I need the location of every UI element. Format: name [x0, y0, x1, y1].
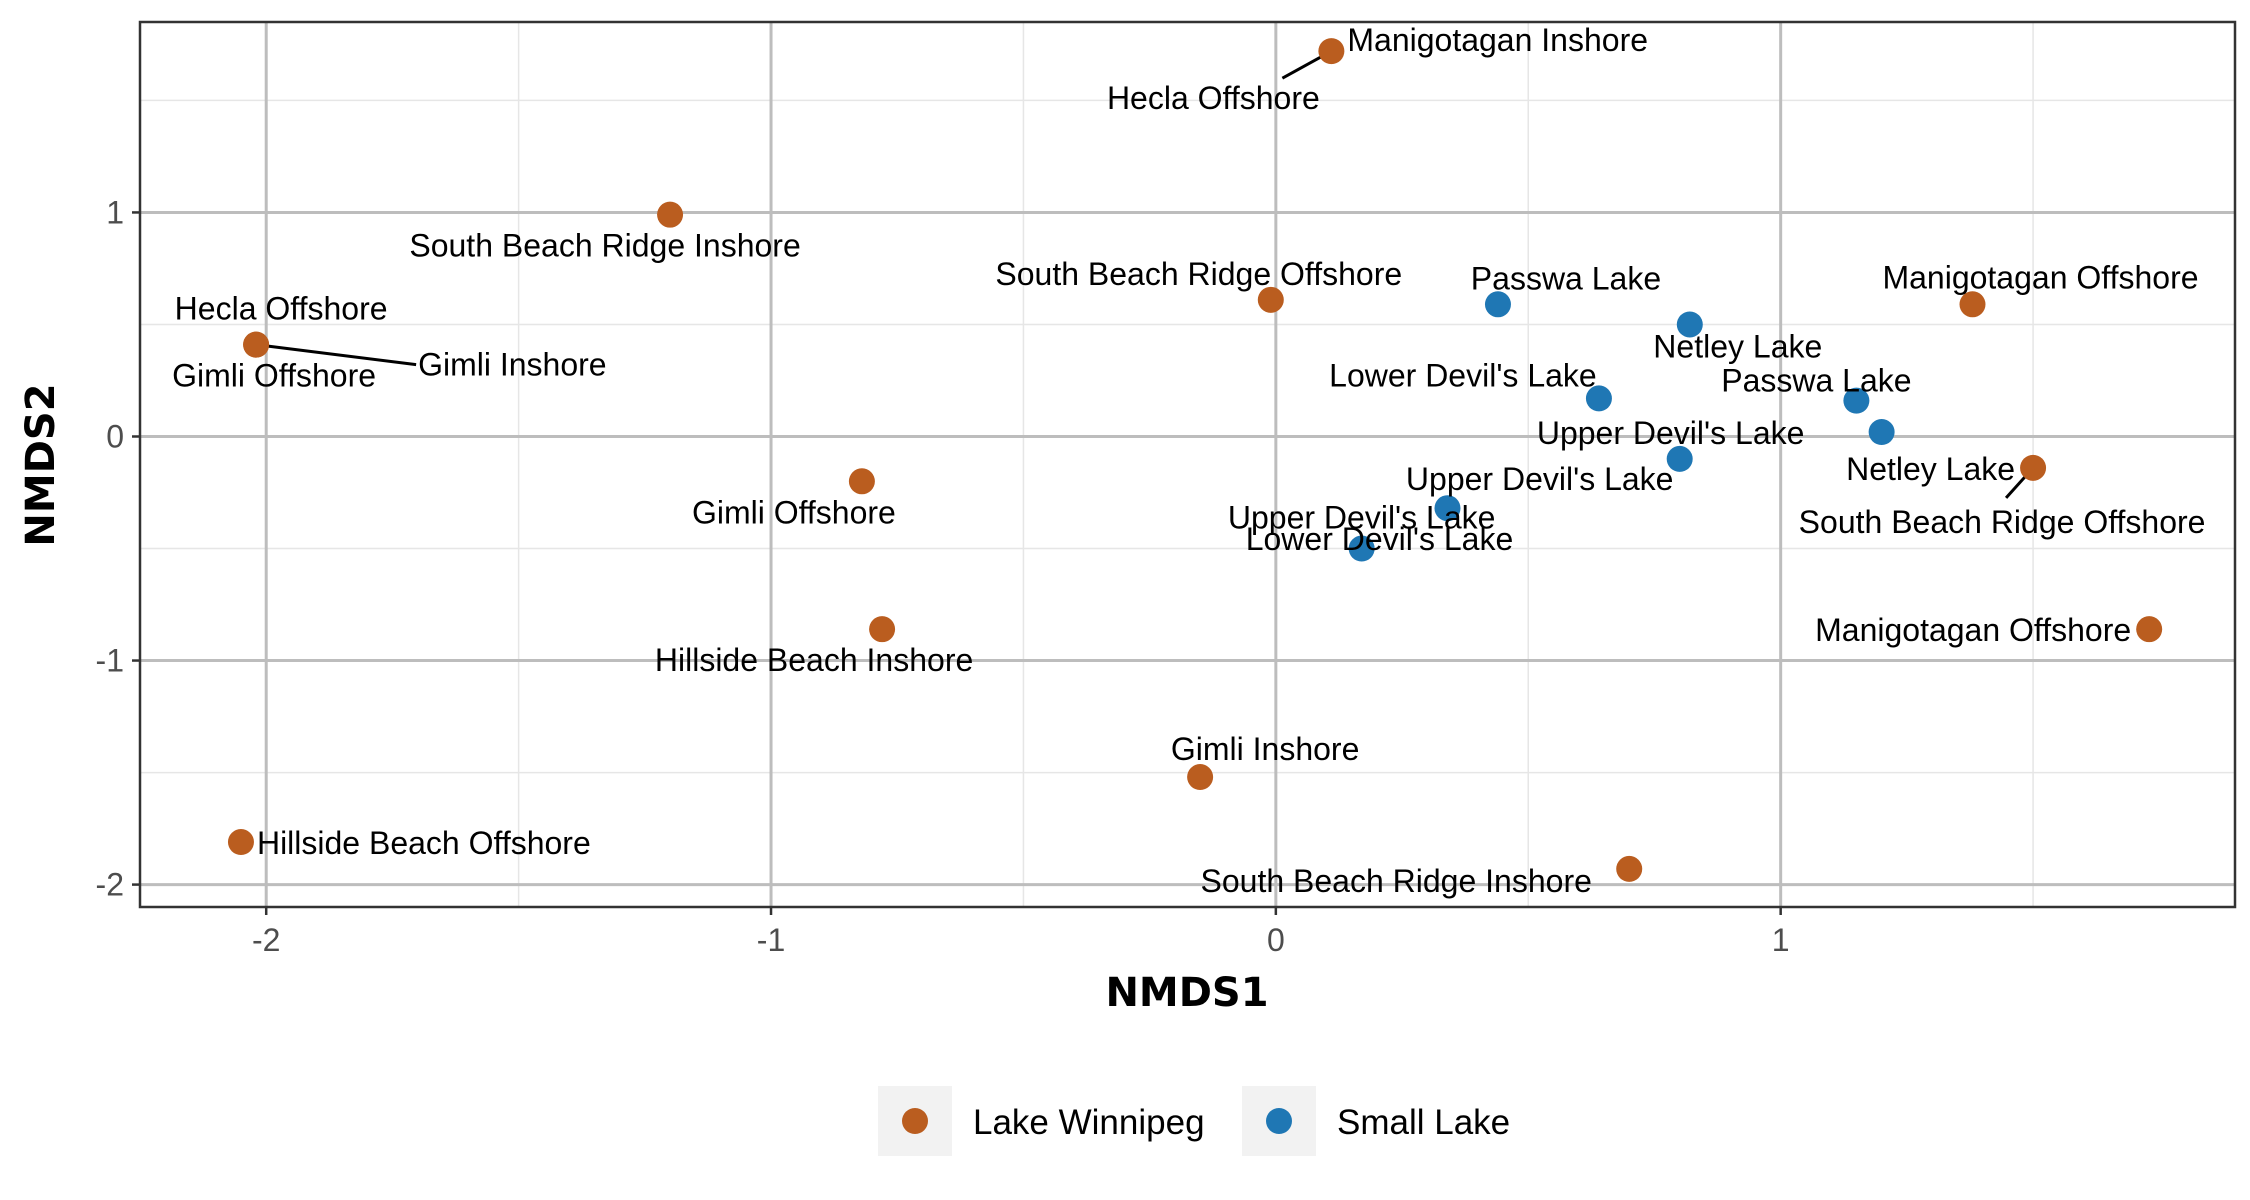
point-label: Upper Devil's Lake	[1228, 500, 1496, 536]
legend-marker	[1266, 1108, 1292, 1134]
annotation-label: Gimli Inshore	[418, 347, 606, 383]
point-label: Manigotagan Offshore	[1815, 612, 2131, 648]
point-label: Hillside Beach Inshore	[655, 642, 973, 678]
y-axis-title: NMDS2	[18, 383, 64, 546]
point-label: Upper Devil's Lake	[1406, 461, 1674, 497]
point-label: Lower Devil's Lake	[1329, 357, 1597, 393]
point-label: South Beach Ridge Inshore	[409, 228, 800, 264]
legend-item: Lake Winnipeg	[878, 1086, 1205, 1156]
data-point	[2020, 454, 2047, 481]
x-tick-label: 0	[1267, 922, 1285, 958]
point-label: Hecla Offshore	[1107, 80, 1320, 116]
data-point	[1676, 311, 1703, 338]
data-point	[227, 829, 254, 856]
annotation-label: Manigotagan Inshore	[1347, 22, 1648, 58]
data-points	[227, 38, 2163, 882]
x-tick-label: -1	[757, 922, 785, 958]
data-point	[1666, 445, 1693, 472]
plot-panel-border	[138, 20, 2237, 909]
leader-line	[255, 343, 417, 367]
x-tick-label: -2	[252, 922, 280, 958]
point-label: Lower Devil's Lake	[1246, 521, 1514, 557]
data-point	[848, 468, 875, 495]
point-label: South Beach Ridge Inshore	[1201, 863, 1592, 899]
data-point	[1868, 419, 1895, 446]
data-point	[243, 331, 270, 358]
y-tick-label: -1	[96, 643, 124, 679]
data-point	[2136, 616, 2163, 643]
annotation-label: Netley Lake	[1846, 451, 2015, 487]
point-label: Upper Devil's Lake	[1537, 415, 1805, 451]
data-point	[1348, 535, 1375, 562]
axis-ticks: -2 -1 0 1 -2 -1 0 1	[96, 194, 1790, 958]
point-label: Hillside Beach Offshore	[257, 825, 591, 861]
point-label: South Beach Ridge Offshore	[995, 256, 1402, 292]
point-label: Manigotagan Offshore	[1882, 259, 2198, 295]
point-label: Netley Lake	[1653, 328, 1822, 364]
legend-item: Small Lake	[1242, 1086, 1510, 1156]
point-label: Passwa Lake	[1471, 260, 1661, 296]
data-point	[1434, 495, 1461, 522]
point-label: Gimli Inshore	[1171, 731, 1360, 767]
data-point	[1959, 291, 1986, 318]
legend: Lake Winnipeg Small Lake	[878, 1086, 1510, 1156]
data-point	[1484, 291, 1511, 318]
point-label: South Beach Ridge Offshore	[1799, 504, 2206, 540]
point-label: Hecla Offshore	[175, 291, 388, 327]
point-labels: Hecla Offshore South Beach Ridge Inshore H…	[172, 22, 2205, 899]
data-point	[1318, 38, 1345, 65]
legend-label: Lake Winnipeg	[973, 1103, 1205, 1142]
point-label: Gimli Offshore	[692, 494, 896, 530]
legend-marker	[902, 1108, 928, 1134]
data-point	[1616, 855, 1643, 882]
data-point	[1585, 385, 1612, 412]
data-point	[1187, 764, 1214, 791]
point-label: Gimli Offshore	[172, 358, 376, 394]
legend-label: Small Lake	[1337, 1103, 1510, 1142]
data-point	[657, 201, 684, 228]
point-label: Passwa Lake	[1721, 363, 1911, 399]
data-point	[869, 616, 896, 643]
data-point	[1257, 286, 1284, 313]
x-tick-label: 1	[1772, 922, 1790, 958]
y-tick-label: -2	[96, 867, 124, 903]
y-tick-label: 0	[106, 418, 124, 454]
data-point	[1843, 387, 1870, 414]
x-axis-title: NMDS1	[1105, 970, 1268, 1016]
y-tick-label: 1	[106, 194, 124, 230]
grid	[140, 22, 2235, 907]
